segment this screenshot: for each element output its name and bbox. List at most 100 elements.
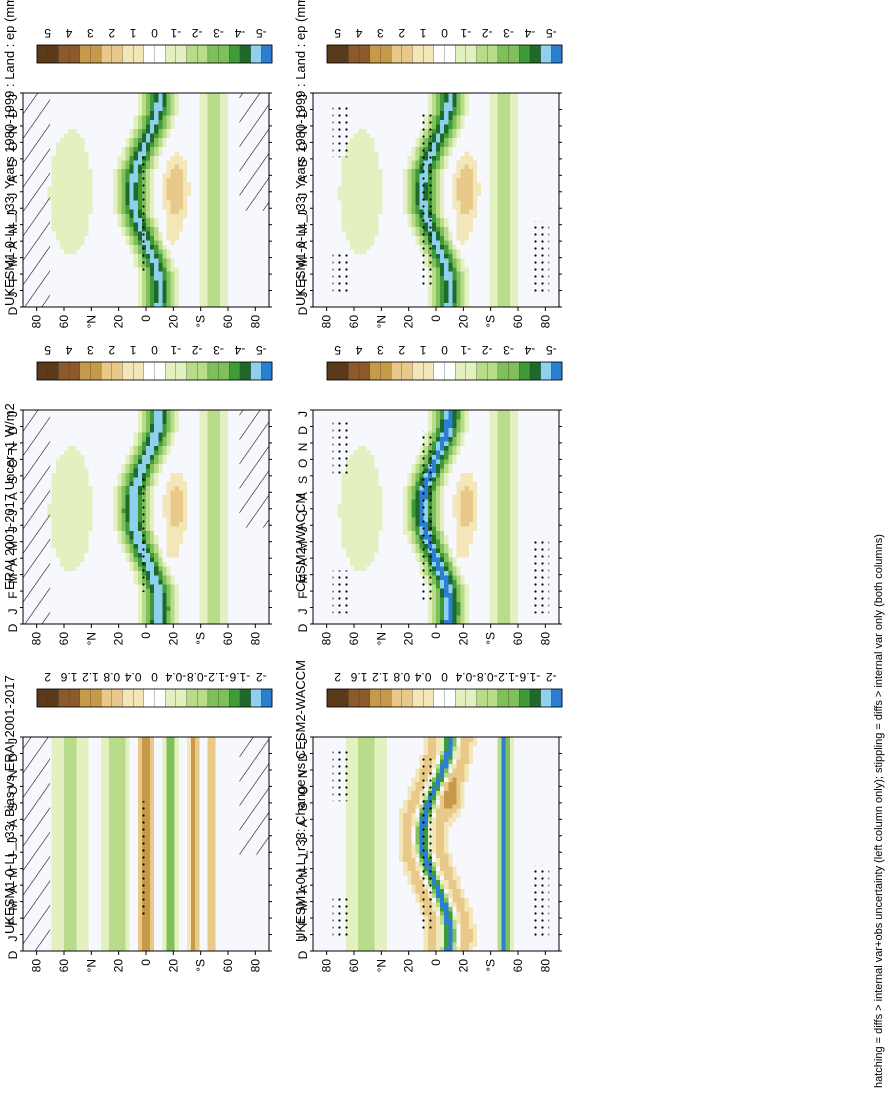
field-cell bbox=[407, 302, 412, 308]
field-cell bbox=[55, 262, 61, 268]
field-cell bbox=[399, 208, 404, 214]
field-cell bbox=[170, 298, 176, 303]
field-cell bbox=[333, 204, 338, 210]
field-cell bbox=[129, 217, 135, 223]
field-cell bbox=[211, 249, 217, 254]
field-cell bbox=[223, 302, 229, 308]
field-cell bbox=[248, 208, 253, 214]
field-cell bbox=[542, 200, 548, 205]
field-cell bbox=[129, 182, 135, 188]
field-cell bbox=[415, 284, 420, 290]
field-cell bbox=[419, 302, 425, 308]
field-cell bbox=[240, 302, 245, 308]
field-cell bbox=[252, 226, 258, 232]
field-cell bbox=[464, 266, 470, 272]
field-cell bbox=[530, 302, 535, 308]
field-cell bbox=[92, 110, 98, 116]
field-cell bbox=[51, 119, 57, 125]
field-cell bbox=[121, 253, 126, 259]
field-cell bbox=[158, 231, 163, 237]
field-cell bbox=[178, 137, 184, 143]
field-cell bbox=[232, 244, 237, 250]
field-cell bbox=[493, 298, 498, 303]
field-cell bbox=[80, 200, 85, 205]
field-cell bbox=[329, 186, 334, 192]
field-cell bbox=[84, 101, 89, 107]
field-cell bbox=[390, 182, 396, 188]
field-cell bbox=[109, 191, 114, 196]
field-cell bbox=[505, 200, 511, 205]
field-cell bbox=[113, 244, 118, 250]
field-cell bbox=[113, 275, 118, 281]
field-cell bbox=[199, 244, 204, 250]
field-cell bbox=[109, 240, 114, 245]
field-cell bbox=[133, 200, 139, 205]
field-cell bbox=[370, 253, 375, 259]
field-cell bbox=[191, 150, 196, 156]
field-cell bbox=[121, 146, 126, 152]
field-cell bbox=[219, 298, 225, 303]
field-cell bbox=[317, 177, 322, 183]
field-cell bbox=[125, 231, 130, 237]
field-cell bbox=[382, 173, 388, 179]
field-cell bbox=[146, 97, 151, 103]
field-cell bbox=[550, 155, 556, 161]
field-cell bbox=[76, 110, 81, 116]
field-cell bbox=[399, 284, 404, 290]
field-cell bbox=[59, 128, 65, 134]
field-cell bbox=[370, 289, 375, 295]
field-cell bbox=[395, 253, 400, 259]
field-cell bbox=[497, 182, 502, 188]
field-cell bbox=[88, 235, 94, 241]
field-cell bbox=[141, 115, 147, 121]
field-cell bbox=[187, 275, 192, 281]
field-cell bbox=[522, 249, 527, 254]
field-cell bbox=[125, 168, 130, 174]
field-cell bbox=[333, 191, 338, 196]
field-cell bbox=[105, 168, 110, 174]
field-cell bbox=[374, 257, 379, 263]
field-cell bbox=[411, 226, 416, 232]
field-cell bbox=[64, 217, 69, 223]
field-cell bbox=[526, 257, 531, 263]
field-cell bbox=[84, 222, 89, 228]
field-cell bbox=[64, 115, 69, 121]
field-cell bbox=[137, 142, 143, 147]
field-cell bbox=[362, 155, 367, 161]
field-cell bbox=[489, 164, 494, 170]
field-cell bbox=[464, 164, 470, 170]
field-cell bbox=[550, 253, 556, 259]
field-cell bbox=[191, 97, 196, 103]
field-cell bbox=[105, 249, 110, 254]
field-cell bbox=[456, 289, 461, 295]
field-cell bbox=[554, 231, 560, 237]
field-cell bbox=[509, 222, 515, 228]
field-cell bbox=[313, 217, 318, 223]
field-cell bbox=[166, 231, 171, 237]
field-cell bbox=[219, 226, 225, 232]
field-cell bbox=[386, 289, 392, 295]
field-cell bbox=[195, 101, 200, 107]
field-cell bbox=[121, 293, 126, 299]
field-cell bbox=[464, 271, 470, 277]
field-cell bbox=[211, 177, 217, 183]
field-cell bbox=[448, 182, 453, 188]
field-cell bbox=[88, 262, 94, 268]
field-cell bbox=[154, 186, 159, 192]
field-cell bbox=[223, 271, 229, 277]
field-cell bbox=[80, 298, 85, 303]
field-cell bbox=[329, 204, 334, 210]
field-cell bbox=[333, 213, 338, 219]
field-cell bbox=[554, 186, 560, 192]
field-cell bbox=[96, 298, 102, 303]
field-cell bbox=[182, 124, 188, 130]
field-cell bbox=[440, 186, 445, 192]
field-cell bbox=[321, 275, 326, 281]
field-cell bbox=[354, 173, 359, 179]
field-cell bbox=[440, 249, 445, 254]
field-cell bbox=[133, 298, 139, 303]
field-cell bbox=[472, 253, 478, 259]
field-cell bbox=[436, 226, 441, 232]
field-cell bbox=[431, 222, 437, 228]
field-cell bbox=[228, 115, 233, 121]
